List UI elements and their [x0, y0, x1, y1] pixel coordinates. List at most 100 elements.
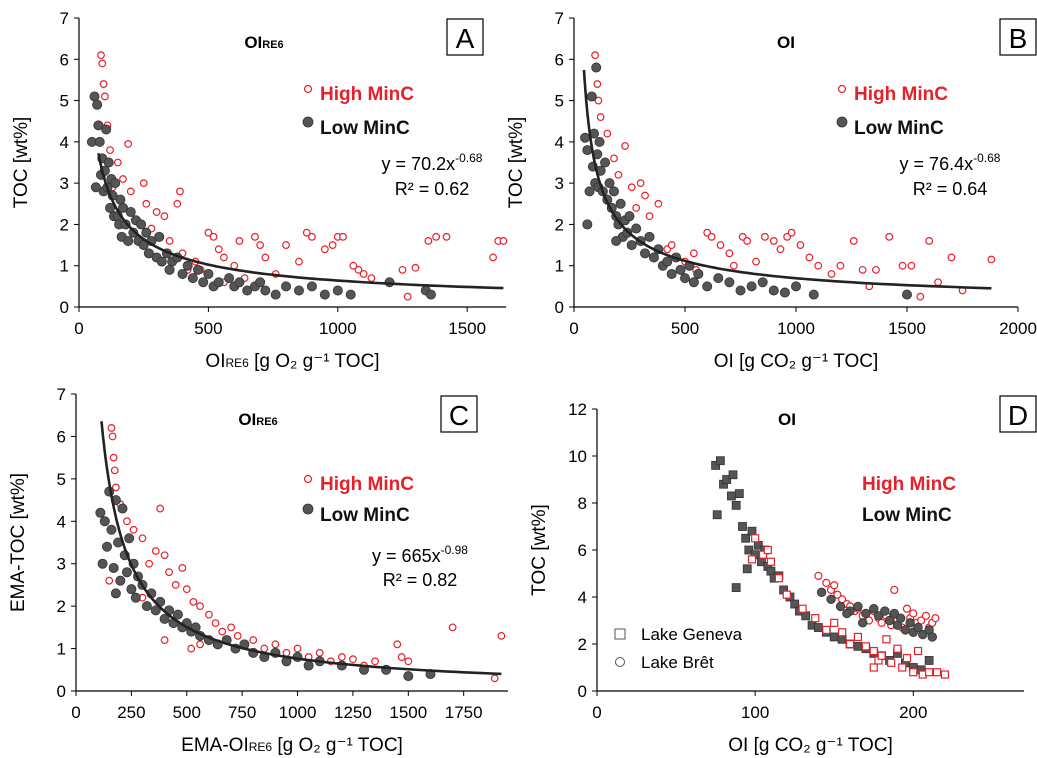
data-point-low [203, 268, 214, 279]
data-point-low [680, 273, 691, 284]
x-axis-label-main: OI [205, 351, 225, 372]
data-point-high [160, 636, 169, 644]
fit-r-squared: R² = 0.82 [383, 570, 458, 590]
data-point-geneva-low [790, 599, 800, 609]
data-point-geneva-high [932, 668, 942, 677]
data-point-high [497, 631, 506, 640]
data-point-low [713, 273, 724, 284]
data-point-low [662, 256, 673, 267]
data-point-high [142, 199, 151, 208]
data-point-high [160, 551, 169, 560]
fit-equation: y = 76.4x-0.68 [900, 151, 1001, 174]
data-point-high [885, 232, 894, 241]
data-point-high [138, 534, 147, 543]
data-point-bret-low [835, 601, 846, 612]
x-tick-label: 0 [592, 703, 601, 722]
y-tick-label: 7 [60, 9, 69, 28]
data-point-geneva-low [727, 491, 736, 501]
data-point-low [631, 223, 642, 234]
data-point-low [115, 575, 126, 586]
data-point-low [150, 605, 161, 616]
y-tick-label: 0 [60, 298, 69, 317]
data-point-low [319, 289, 330, 300]
data-point-high [106, 146, 114, 155]
data-point-low [141, 601, 152, 612]
data-point-high [404, 657, 413, 666]
data-point-high [209, 232, 218, 241]
y-axis-label: EMA-TOC [wt%] [8, 473, 29, 612]
data-point-high [251, 232, 259, 241]
data-point-geneva-high [766, 557, 776, 566]
y-tick-label: 8 [578, 494, 587, 513]
data-point-geneva-high [869, 663, 878, 672]
y-tick-label: 2 [555, 215, 564, 234]
data-point-high [189, 598, 198, 606]
data-point-high [776, 245, 785, 254]
y-tick-label: 6 [578, 541, 587, 560]
data-point-bret-low [880, 606, 890, 616]
x-tick-label: 2000 [999, 319, 1037, 338]
data-point-geneva-low [837, 634, 847, 644]
data-point-high [827, 270, 836, 278]
data-point-high [632, 204, 641, 212]
data-point-geneva-high [838, 628, 847, 637]
x-tick-label: 1000 [279, 703, 317, 722]
x-axis-label: OIRE6 [g O₂ g⁻¹ TOC] [205, 351, 379, 372]
data-point-low [154, 231, 165, 242]
data-point-high [261, 253, 270, 262]
data-point-high [282, 648, 291, 657]
legend-label-bret: Lake Brêt [641, 653, 714, 672]
data-point-high [218, 627, 227, 636]
data-point-geneva-high [751, 534, 760, 543]
data-point-geneva-high [763, 545, 772, 555]
data-point-high [308, 232, 316, 241]
data-point-high [716, 241, 725, 249]
y-tick-label: 1 [60, 257, 69, 276]
data-point-high [442, 232, 451, 241]
y-tick-label: 0 [578, 682, 587, 701]
data-point-low [121, 567, 132, 578]
data-point-bret-low [884, 615, 895, 626]
panel-letter: B [1009, 23, 1028, 54]
data-point-geneva-high [830, 618, 839, 627]
data-point-high [282, 241, 290, 249]
y-tick-label: 2 [578, 635, 587, 654]
data-point-low [425, 289, 436, 300]
data-point-low [93, 120, 104, 131]
data-point-low [584, 186, 595, 197]
y-tick-label: 7 [57, 385, 66, 404]
legend-marker-high [303, 474, 313, 484]
x-tick-label: 500 [671, 319, 699, 338]
data-point-high [987, 255, 996, 264]
data-point-high [256, 241, 265, 249]
data-point-geneva-low [734, 489, 744, 499]
data-point-low [255, 277, 266, 288]
y-tick-label: 7 [555, 9, 564, 28]
data-point-low [172, 609, 183, 620]
legend-marker-high [303, 84, 313, 94]
data-point-high [187, 644, 196, 653]
data-point-high [123, 517, 131, 526]
data-point-high [108, 432, 117, 441]
x-axis-label-main: EMA-OI [181, 735, 249, 756]
data-point-low [757, 277, 768, 288]
data-point-bret-low [905, 618, 915, 628]
y-tick-label: 5 [555, 92, 564, 111]
data-point-low [177, 268, 188, 279]
data-point-geneva-high [822, 625, 831, 635]
data-point-high [295, 257, 303, 266]
data-point-high [403, 292, 412, 301]
legend-label-high: High MinC [854, 84, 948, 105]
data-point-high [220, 253, 228, 262]
legend-label-high: High MinC [320, 84, 414, 105]
data-point-high [214, 245, 223, 254]
y-axis-label: TOC [wt%] [11, 117, 32, 209]
data-point-high [367, 274, 376, 283]
fit-equation-exponent: -0.98 [441, 543, 469, 557]
data-point-low [624, 211, 635, 222]
data-point-low [128, 227, 139, 238]
data-point-bret-high [877, 618, 886, 627]
y-tick-label: 2 [60, 215, 69, 234]
data-point-bret-low [913, 622, 923, 633]
